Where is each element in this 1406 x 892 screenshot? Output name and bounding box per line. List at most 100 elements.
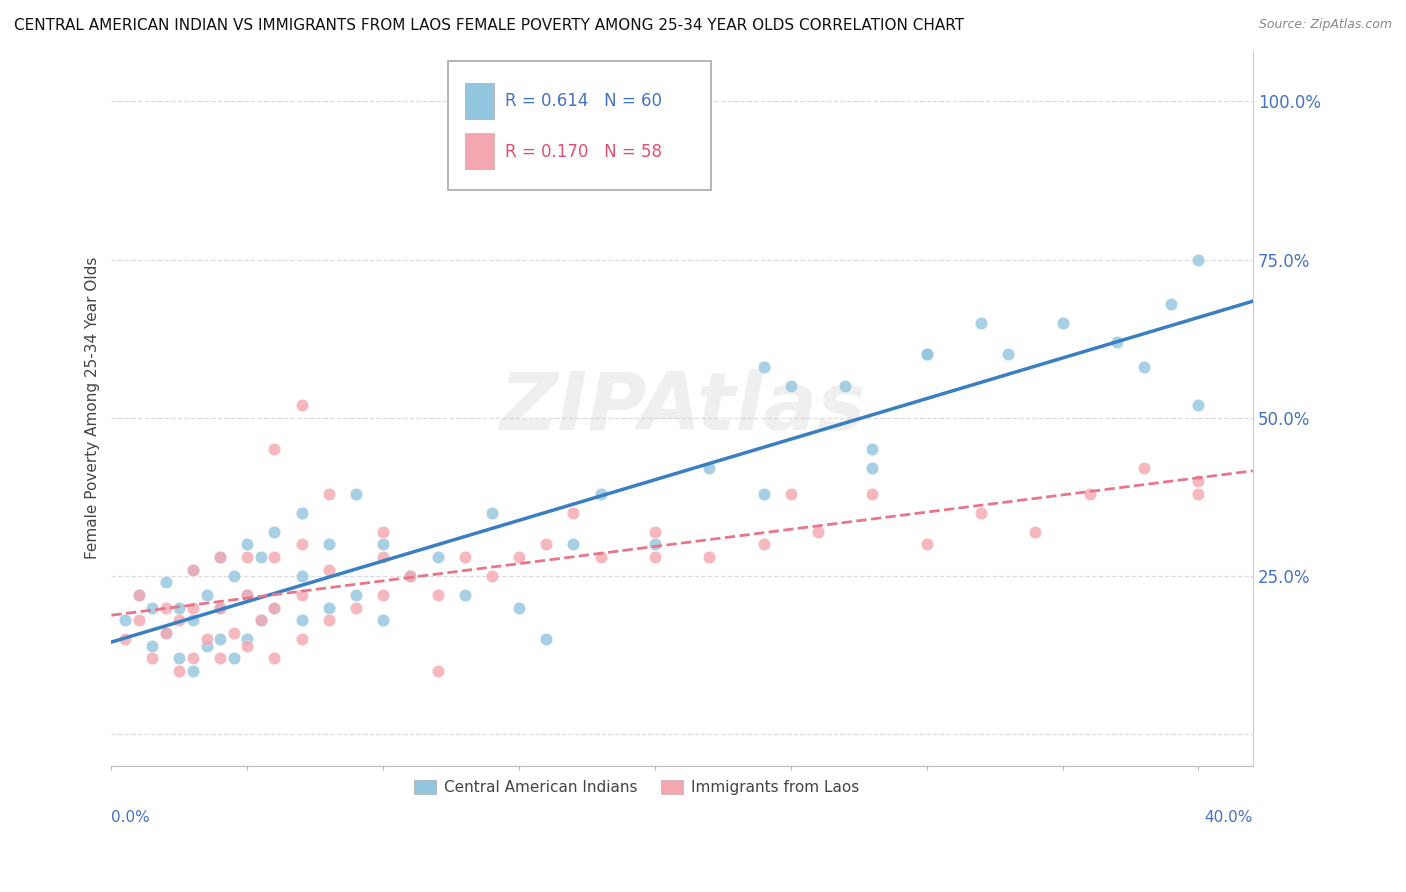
Point	[1187, 487, 1209, 501]
Point	[997, 347, 1019, 361]
Point	[114, 613, 136, 627]
Point	[562, 506, 585, 520]
Point	[373, 524, 395, 539]
Point	[291, 569, 314, 583]
Point	[250, 613, 273, 627]
Point	[1187, 398, 1209, 412]
Point	[1105, 334, 1128, 349]
Point	[263, 442, 285, 457]
Point	[1160, 297, 1182, 311]
Point	[1187, 474, 1209, 488]
Point	[169, 651, 191, 665]
Point	[834, 379, 856, 393]
Point	[250, 613, 273, 627]
Point	[426, 664, 449, 678]
Point	[399, 569, 422, 583]
Point	[181, 651, 204, 665]
Point	[291, 588, 314, 602]
Point	[536, 632, 558, 647]
Point	[752, 537, 775, 551]
Point	[263, 524, 285, 539]
Text: CENTRAL AMERICAN INDIAN VS IMMIGRANTS FROM LAOS FEMALE POVERTY AMONG 25-34 YEAR : CENTRAL AMERICAN INDIAN VS IMMIGRANTS FR…	[14, 18, 965, 33]
FancyBboxPatch shape	[465, 133, 494, 169]
Point	[263, 600, 285, 615]
Point	[141, 651, 163, 665]
Point	[318, 487, 340, 501]
Point	[752, 360, 775, 375]
Text: Source: ZipAtlas.com: Source: ZipAtlas.com	[1258, 18, 1392, 31]
Y-axis label: Female Poverty Among 25-34 Year Olds: Female Poverty Among 25-34 Year Olds	[86, 257, 100, 559]
Point	[373, 537, 395, 551]
Point	[970, 316, 993, 330]
Point	[508, 600, 530, 615]
Point	[195, 639, 218, 653]
Point	[181, 664, 204, 678]
Point	[195, 632, 218, 647]
Point	[373, 613, 395, 627]
Point	[644, 537, 666, 551]
Point	[562, 537, 585, 551]
Point	[291, 613, 314, 627]
Point	[169, 664, 191, 678]
Point	[779, 379, 801, 393]
Point	[426, 588, 449, 602]
Point	[426, 549, 449, 564]
Point	[195, 588, 218, 602]
Point	[222, 569, 245, 583]
Point	[344, 588, 367, 602]
Text: R = 0.170   N = 58: R = 0.170 N = 58	[505, 144, 662, 161]
Point	[181, 613, 204, 627]
Point	[250, 549, 273, 564]
Point	[915, 347, 938, 361]
Point	[860, 487, 883, 501]
Point	[373, 588, 395, 602]
Text: 40.0%: 40.0%	[1205, 810, 1253, 825]
Point	[209, 600, 232, 615]
Point	[181, 563, 204, 577]
Text: 0.0%: 0.0%	[111, 810, 150, 825]
Point	[752, 487, 775, 501]
Point	[481, 506, 503, 520]
Point	[697, 461, 720, 475]
Point	[481, 569, 503, 583]
Point	[181, 563, 204, 577]
Point	[970, 506, 993, 520]
Point	[915, 537, 938, 551]
Point	[236, 632, 259, 647]
Point	[1187, 252, 1209, 267]
Point	[1052, 316, 1074, 330]
Point	[291, 506, 314, 520]
Text: R = 0.614   N = 60: R = 0.614 N = 60	[505, 92, 662, 110]
Point	[915, 347, 938, 361]
Point	[169, 613, 191, 627]
Point	[589, 549, 612, 564]
Point	[263, 651, 285, 665]
Point	[1024, 524, 1046, 539]
Point	[236, 588, 259, 602]
Point	[114, 632, 136, 647]
Point	[860, 442, 883, 457]
Point	[236, 639, 259, 653]
Point	[644, 524, 666, 539]
Point	[263, 549, 285, 564]
Point	[454, 588, 477, 602]
Point	[697, 549, 720, 564]
Point	[318, 613, 340, 627]
Point	[291, 632, 314, 647]
Point	[222, 651, 245, 665]
Point	[209, 549, 232, 564]
Point	[209, 600, 232, 615]
Point	[779, 487, 801, 501]
Point	[169, 600, 191, 615]
Point	[644, 549, 666, 564]
Point	[155, 626, 177, 640]
Point	[209, 549, 232, 564]
Point	[318, 563, 340, 577]
Point	[508, 549, 530, 564]
Point	[344, 487, 367, 501]
Point	[236, 549, 259, 564]
Point	[860, 461, 883, 475]
Point	[291, 537, 314, 551]
Point	[318, 537, 340, 551]
Point	[128, 588, 150, 602]
